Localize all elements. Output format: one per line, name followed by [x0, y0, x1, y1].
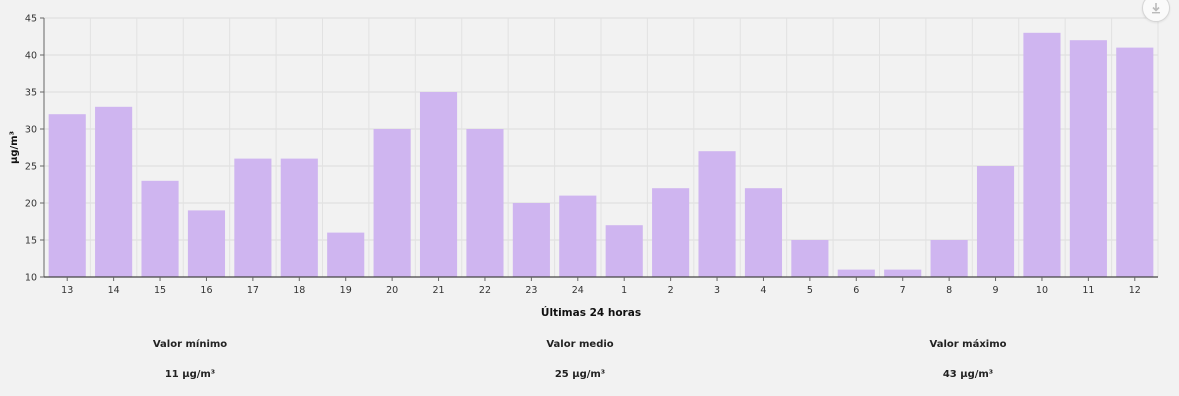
avg-stat-value: 25 µg/m³ — [554, 369, 606, 380]
bar — [373, 129, 411, 277]
x-tick-label: 16 — [200, 285, 212, 296]
bar — [976, 166, 1015, 277]
bar — [605, 225, 643, 277]
bar — [234, 158, 272, 277]
y-axis-title: µg/m³ — [9, 131, 20, 164]
y-tick-label: 40 — [25, 51, 37, 62]
x-tick-label: 6 — [853, 285, 859, 296]
y-tick-label: 20 — [25, 199, 37, 210]
bar — [1069, 40, 1107, 278]
x-tick-label: 15 — [154, 285, 166, 296]
x-tick-label: 23 — [525, 285, 537, 296]
x-axis-title: Últimas 24 horas — [541, 306, 641, 319]
x-tick-label: 7 — [900, 285, 906, 296]
bar — [698, 151, 736, 277]
bar — [744, 188, 783, 277]
x-tick-label: 11 — [1082, 285, 1094, 296]
bar — [141, 180, 179, 277]
bar — [1023, 32, 1061, 277]
bar — [187, 210, 226, 277]
x-tick-label: 10 — [1036, 285, 1048, 296]
x-tick-label: 24 — [572, 285, 584, 296]
bar — [48, 114, 86, 277]
x-tick-label: 14 — [108, 285, 120, 296]
chart-container: 10 15 20 25 30 35 40 45 13 14 15 16 17 18 19 20 21 22 23 24… — [9, 14, 1159, 319]
bar — [466, 129, 504, 277]
bar — [95, 106, 133, 277]
avg-stat-label: Valor medio — [546, 339, 614, 350]
min-stat-value: 11 µg/m³ — [164, 369, 216, 380]
y-tick-label: 45 — [25, 14, 37, 25]
x-tick-label: 3 — [714, 285, 720, 296]
x-tick-label: 21 — [432, 285, 444, 296]
y-tick-label: 25 — [25, 162, 37, 173]
bar — [280, 158, 318, 277]
download-icon — [1152, 3, 1160, 14]
x-tick-label: 18 — [293, 285, 305, 296]
download-button[interactable] — [1142, 0, 1170, 22]
bar — [791, 240, 829, 277]
max-stat-label: Valor máximo — [929, 339, 1007, 350]
bar — [327, 232, 365, 277]
x-tick-label: 20 — [386, 285, 398, 296]
x-tick-label: 13 — [61, 285, 73, 296]
bar — [837, 269, 875, 277]
bar — [512, 203, 550, 277]
x-tick-label: 22 — [479, 285, 491, 296]
x-tick-label: 8 — [946, 285, 952, 296]
bar — [930, 240, 968, 277]
x-tick-label: 5 — [807, 285, 813, 296]
bar — [884, 269, 922, 277]
y-tick-label: 30 — [25, 125, 37, 136]
x-tick-label: 4 — [760, 285, 766, 296]
bar — [559, 195, 597, 277]
min-stat-label: Valor mínimo — [152, 339, 228, 350]
y-tick-label: 35 — [25, 88, 37, 99]
x-tick-label: 9 — [993, 285, 999, 296]
y-tick-label: 10 — [25, 273, 37, 284]
x-tick-label: 1 — [621, 285, 627, 296]
bar — [419, 92, 458, 277]
x-tick-label: 2 — [668, 285, 674, 296]
bar — [1116, 47, 1154, 277]
bar — [652, 188, 690, 277]
max-stat-value: 43 µg/m³ — [942, 369, 994, 380]
x-tick-label: 12 — [1129, 285, 1141, 296]
x-tick-label: 17 — [247, 285, 259, 296]
y-tick-label: 15 — [25, 236, 37, 247]
x-tick-label: 19 — [340, 285, 352, 296]
statistics-panel: Valor mínimo 11 µg/m³ Valor medio 25 µg/… — [0, 335, 1179, 396]
